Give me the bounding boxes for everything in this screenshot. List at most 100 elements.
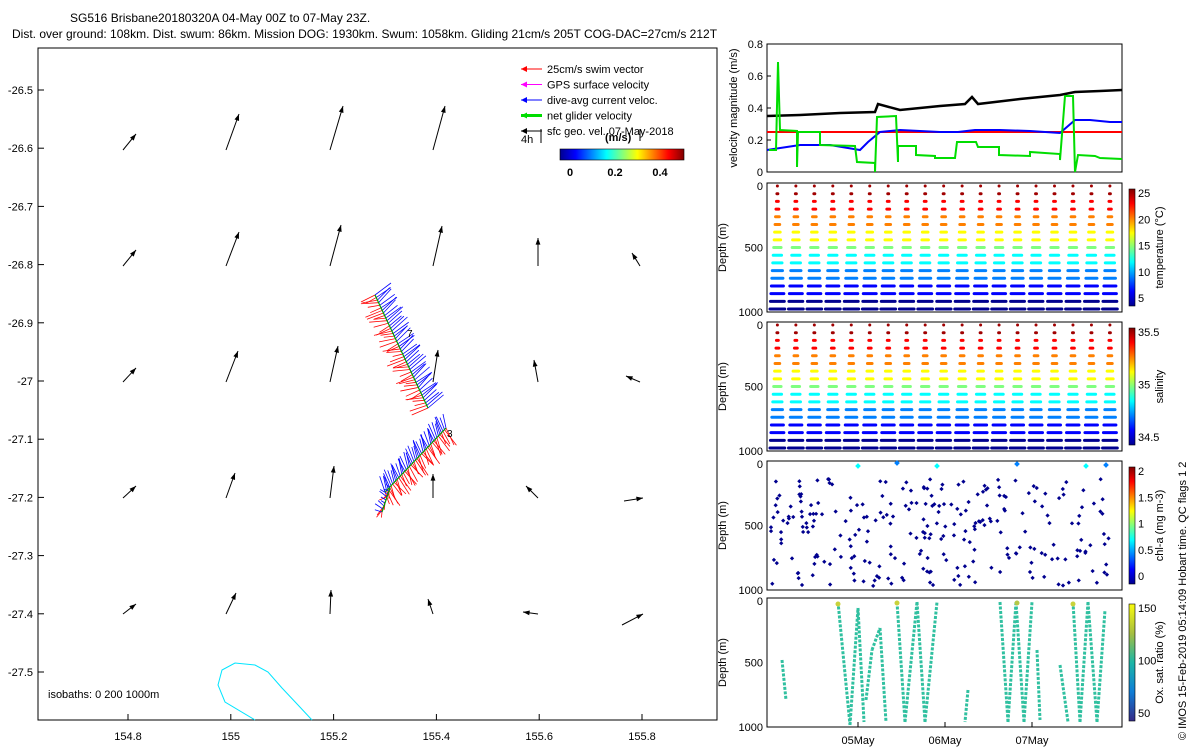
temperature-colorbar-tick: 10 (1138, 267, 1150, 279)
chla-sample (800, 524, 805, 529)
oxygen-sample-high (894, 600, 900, 606)
geo-velocity-arrow (432, 225, 443, 267)
current-vector (427, 427, 432, 445)
chla-sample (888, 544, 893, 549)
chla-sample (808, 502, 814, 508)
chla-sample (997, 493, 1002, 498)
chla-sample (799, 582, 805, 588)
chla-sample (873, 518, 878, 523)
plot-title-line-1: SG516 Brisbane20180320A 04-May 00Z to 07… (70, 11, 371, 25)
chla-sample (1049, 557, 1055, 562)
current-vector (379, 293, 395, 306)
lat-tick-label: -26.6 (8, 143, 33, 155)
swim-vector (427, 446, 441, 464)
swim-vector (386, 351, 402, 353)
chla-sample (1005, 546, 1010, 551)
chla-sample (901, 561, 907, 566)
legend-label: dive-avg current veloc. (547, 95, 658, 107)
chla-sample (854, 502, 860, 508)
current-vector (385, 483, 391, 489)
chla-sample (1076, 521, 1081, 526)
oxygen-sample-high (1070, 601, 1076, 607)
swim-vector (366, 312, 384, 320)
oxygen-panel: 0 500 1000 Depth (m) 50 100 150 Ox. sat. ratio … (717, 596, 1166, 734)
geo-arrow-head (129, 134, 136, 141)
chla-sample (848, 495, 853, 500)
chla-sample (972, 547, 977, 552)
lat-tick-label: -27.4 (8, 609, 33, 621)
swim-vector (396, 376, 414, 385)
current-vector (413, 445, 418, 459)
latitude-ticks: -26.5 -26.6 -26.7 -26.8 -26.9 -27 -27.1 -27.2 -2… (8, 85, 44, 679)
chla-sample (778, 530, 784, 535)
chla-sample (777, 493, 782, 498)
current-vector (424, 389, 437, 401)
chla-colorbar-tick: 0 (1138, 571, 1144, 583)
chla-sample (929, 493, 934, 498)
chla-sample (785, 520, 790, 526)
current-vector (419, 377, 433, 391)
chla-sample (848, 508, 854, 513)
colorbar-title: (m/s) (605, 132, 632, 144)
temperature-colorbar-tick: 15 (1138, 241, 1150, 253)
current-vector (398, 458, 403, 475)
chla-colorbar-tick: 2 (1138, 466, 1144, 478)
chla-sample (779, 537, 784, 542)
chla-sample (1090, 568, 1095, 574)
chla-sample (1029, 560, 1034, 565)
chla-sample (1028, 545, 1033, 550)
swim-vector (373, 317, 386, 320)
chla-sample (1075, 548, 1080, 553)
chla-sample (779, 541, 784, 546)
temperature-depth-tick: 500 (745, 243, 763, 255)
oxygen-frame (766, 597, 1123, 728)
swim-vector (404, 470, 417, 485)
credit-text: © IMOS 15-Feb-2019 05:14:09 Hobart time.… (1177, 462, 1189, 740)
current-vector (374, 503, 384, 510)
chla-sample (789, 556, 795, 561)
isobaths-label: isobaths: 0 200 1000m (48, 689, 159, 701)
current-vector (379, 490, 388, 498)
chla-sample (1061, 492, 1066, 497)
chla-depth-tick: 500 (745, 521, 763, 533)
current-vector (391, 316, 408, 332)
chla-sample (814, 552, 819, 557)
oxygen-ylabel: Depth (m) (717, 638, 729, 687)
date-axis-ticks: 05May 06May 07May (841, 722, 1049, 747)
swim-vector (400, 374, 413, 382)
current-vector (389, 315, 402, 327)
chla-sample (1047, 520, 1052, 526)
isobath-line (217, 662, 313, 721)
lon-tick-label: 155 (222, 731, 240, 743)
chla-sample (958, 582, 963, 588)
chla-sample (864, 539, 870, 544)
geo-arrow-head (129, 250, 136, 257)
chla-sample (871, 583, 876, 588)
speed-colorbar-tick: 0.4 (652, 167, 668, 179)
chla-sample (799, 509, 804, 514)
velocity-ytick-label: 0.4 (748, 103, 763, 115)
chla-sample (795, 571, 800, 576)
swim-vector (398, 379, 415, 385)
chla-sample (1088, 543, 1093, 548)
chla-sample (884, 512, 889, 518)
chla-sample-high (894, 460, 900, 466)
temperature-colorbar (1128, 188, 1136, 307)
salinity-depth-tick: 500 (745, 382, 763, 394)
geo-arrow-head (626, 376, 633, 381)
chla-sample (810, 573, 815, 578)
geo-arrow-head (526, 486, 533, 493)
temperature-depth-tick: 1000 (739, 307, 763, 319)
current-vector (374, 282, 392, 296)
chla-sample (952, 521, 957, 527)
swim-vector (400, 387, 419, 392)
current-vector (420, 382, 437, 393)
chla-sample (1042, 574, 1047, 580)
qc-flags-label: QC flags 1 2 (1177, 461, 1189, 523)
salinity-ylabel: Depth (m) (717, 362, 729, 411)
glider-track-vectors (360, 282, 457, 518)
current-vector (427, 394, 444, 409)
chla-sample (848, 565, 853, 570)
chla-sample (861, 579, 866, 584)
swim-vector (392, 483, 402, 496)
